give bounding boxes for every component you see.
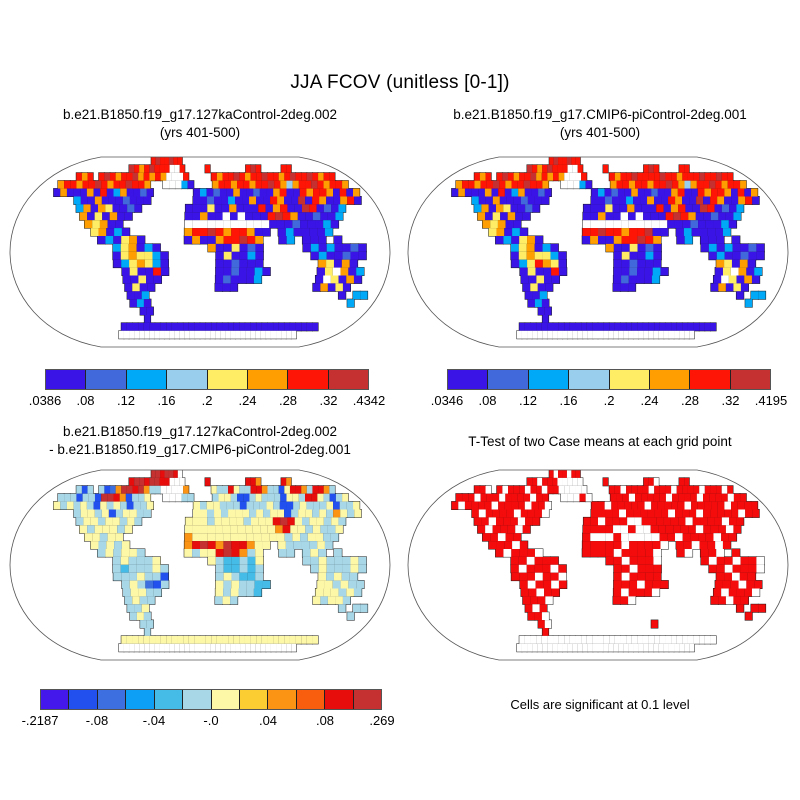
colorbar-difference: -.2187 -.08 -.04 -.0 .04 .08 .269 xyxy=(22,689,395,728)
colorbar-segments xyxy=(45,369,369,390)
colorbar-tick-label: .269 xyxy=(369,713,395,728)
colorbar-segment xyxy=(126,690,155,709)
colorbar-tick-label: .4342 xyxy=(352,393,386,408)
colorbar-tick-label: .12 xyxy=(518,393,538,408)
panel-bottom-left: b.e21.B1850.f19_g17.127kaControl-2deg.00… xyxy=(0,415,400,800)
colorbar-segment xyxy=(207,370,248,389)
colorbar-segment xyxy=(528,370,570,389)
world-map-difference xyxy=(9,469,391,661)
colorbar-segment xyxy=(296,690,326,709)
colorbar-tick-label: .4195 xyxy=(754,393,788,408)
panel-subtitle: - b.e21.B1850.f19_g17.CMIP6-piControl-2d… xyxy=(49,442,351,457)
colorbar-tick-label: -.2187 xyxy=(21,713,59,728)
panel-bottom-right: T-Test of two Case means at each grid po… xyxy=(400,415,800,800)
world-map-case1 xyxy=(9,156,391,348)
colorbar-tick-label: .28 xyxy=(680,393,700,408)
world-map-ttest xyxy=(407,469,789,661)
colorbar-segment xyxy=(268,690,297,709)
colorbar-segment xyxy=(649,370,691,389)
colorbar-tick-label: .12 xyxy=(116,393,136,408)
panel-title: T-Test of two Case means at each grid po… xyxy=(468,434,732,449)
colorbar-tick-label: .2 xyxy=(201,393,213,408)
panel-title: b.e21.B1850.f19_g17.127kaControl-2deg.00… xyxy=(63,107,337,122)
figure-title: JJA FCOV (unitless [0-1]) xyxy=(290,72,510,93)
colorbar-segment xyxy=(448,370,489,389)
colorbar-segment xyxy=(211,690,240,709)
colorbar-segment xyxy=(86,370,127,389)
colorbar-tick-label: .32 xyxy=(721,393,740,408)
colorbar-tick-label: .24 xyxy=(640,393,659,408)
colorbar-tick-label: -.04 xyxy=(142,713,166,728)
colorbar-case1: .0386 .08 .12 .16 .2 .24 .28 .32 .4342 xyxy=(29,369,386,408)
colorbar-tick-label: .04 xyxy=(258,713,278,728)
colorbar-segment xyxy=(167,370,208,389)
colorbar-tick-label: .08 xyxy=(315,713,335,728)
colorbar-tick-label: .08 xyxy=(76,393,95,408)
colorbar-segment xyxy=(97,690,127,709)
colorbar-segment xyxy=(328,370,368,389)
colorbar-segment xyxy=(46,370,87,389)
colorbar-segment xyxy=(569,370,610,389)
colorbar-segment xyxy=(126,370,168,389)
colorbar-segments xyxy=(40,689,382,710)
colorbar-tick-label: .08 xyxy=(478,393,497,408)
panel-title: b.e21.B1850.f19_g17.CMIP6-piControl-2deg… xyxy=(453,107,747,122)
colorbar-labels: .0386 .08 .12 .16 .2 .24 .28 .32 .4342 xyxy=(29,390,386,408)
colorbar-tick-label: .32 xyxy=(319,393,338,408)
colorbar-segment xyxy=(609,370,650,389)
significance-caption: Cells are significant at 0.1 level xyxy=(510,697,690,712)
panel-title: b.e21.B1850.f19_g17.127kaControl-2deg.00… xyxy=(63,424,337,439)
colorbar-segment xyxy=(41,690,70,709)
panel-subtitle: (yrs 401-500) xyxy=(559,125,641,140)
colorbar-segment xyxy=(69,690,98,709)
colorbar-case2: .0346 .08 .12 .16 .2 .24 .28 .32 .4195 xyxy=(431,369,788,408)
colorbar-segments xyxy=(447,369,771,390)
colorbar-tick-label: .16 xyxy=(559,393,578,408)
colorbar-tick-label: .2 xyxy=(603,393,615,408)
panel-top-right: b.e21.B1850.f19_g17.CMIP6-piControl-2deg… xyxy=(400,0,800,420)
colorbar-labels: .0346 .08 .12 .16 .2 .24 .28 .32 .4195 xyxy=(431,390,788,408)
colorbar-segment xyxy=(183,690,212,709)
colorbar-tick-label: .24 xyxy=(238,393,257,408)
colorbar-segment xyxy=(730,370,770,389)
colorbar-segment xyxy=(288,370,329,389)
colorbar-tick-label: .0386 xyxy=(28,393,62,408)
colorbar-segment xyxy=(154,690,184,709)
colorbar-tick-label: .0346 xyxy=(430,393,464,408)
colorbar-tick-label: -.0 xyxy=(203,713,219,728)
colorbar-segment xyxy=(488,370,529,389)
colorbar-segment xyxy=(325,690,354,709)
colorbar-segment xyxy=(247,370,289,389)
colorbar-segment xyxy=(353,690,382,709)
colorbar-tick-label: .28 xyxy=(278,393,298,408)
world-map-case2 xyxy=(407,156,789,348)
colorbar-tick-label: .16 xyxy=(157,393,176,408)
panel-top-left: b.e21.B1850.f19_g17.127kaControl-2deg.00… xyxy=(0,0,400,420)
panel-subtitle: (yrs 401-500) xyxy=(159,125,241,140)
colorbar-tick-label: -.08 xyxy=(85,713,109,728)
colorbar-labels: -.2187 -.08 -.04 -.0 .04 .08 .269 xyxy=(22,710,395,728)
colorbar-segment xyxy=(690,370,731,389)
colorbar-segment xyxy=(239,690,269,709)
